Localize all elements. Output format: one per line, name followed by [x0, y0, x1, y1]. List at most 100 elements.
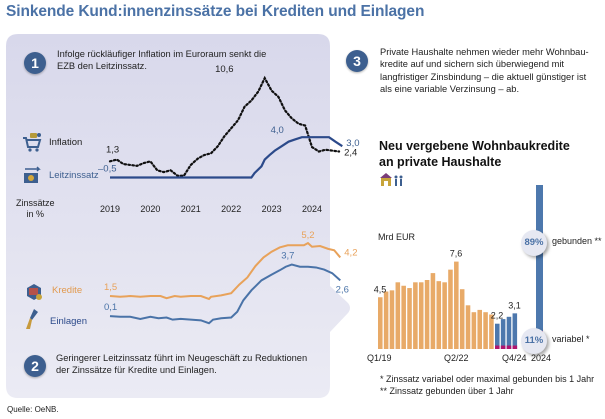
bar-Q3/19 [389, 290, 395, 349]
step-2-text: Geringerer Leitzinssatz führt im Neugesc… [56, 352, 307, 377]
bar-Q3/24 [506, 316, 512, 349]
label-kredite-end: 4,2 [344, 247, 357, 258]
label-kredite-peak: 5,2 [301, 230, 314, 241]
bar-Q4/23 [489, 314, 494, 349]
x-tick-2022: 2022 [221, 204, 241, 214]
bar-Q1/22 [448, 269, 453, 349]
leitzins-line [110, 136, 343, 179]
bar-variabel-Q2/24 [500, 345, 506, 349]
house-family-icon [380, 173, 403, 186]
label-inflation-start: 1,3 [106, 144, 119, 155]
bar-variabel-Q1/24 [495, 345, 500, 349]
step-2-line-2: der Zinssätze für Kredite und Einlagen. [56, 365, 217, 376]
step-3-badge: 3 [346, 50, 368, 72]
data-label-Q4/24: 3,1 [508, 300, 521, 310]
label-leitzins-start: –0,5 [98, 163, 117, 174]
label-einlagen-peak: 3,7 [281, 251, 294, 262]
percent-badge-gebunden: 89% [521, 230, 547, 256]
bar-Q2/21 [430, 273, 436, 349]
label-inflation-end: 2,4 [344, 148, 357, 159]
bar-Q2/19 [383, 291, 389, 349]
bar-Q4/20 [418, 282, 424, 349]
x-tick-q1-19: Q1/19 [367, 353, 392, 363]
x-tick-q4-24: Q4/24 [502, 353, 527, 363]
label-kredite-start: 1,5 [104, 282, 117, 293]
legend-leitzinssatz: Leitzinssatz [49, 170, 99, 181]
bar-chart-title-line-1: Neu vergebene Wohnbaukredite [379, 139, 570, 153]
step-3-line-2: kredite auf und sichern sich überwiegend… [380, 59, 564, 70]
data-label-Q1/19: 4,5 [374, 284, 387, 294]
deposit-hand-icon [26, 309, 38, 329]
y-axis-label-line-2: in % [26, 209, 45, 219]
bar-Q4/19 [395, 282, 401, 349]
bar-Q2/23 [477, 309, 482, 349]
label-variabel: variabel * [552, 334, 590, 344]
x-tick-2024: 2024 [531, 353, 552, 363]
bar-Q4/22 [465, 305, 471, 349]
step-3-line-4: als eine variable Verzinsung – ab. [380, 84, 520, 95]
bar-variabel-Q4/24 [512, 345, 518, 349]
percent-badge-variabel: 11% [521, 328, 547, 354]
bar-Q3/23 [483, 312, 488, 349]
legend-einlagen: Einlagen [50, 316, 87, 327]
bar-Q2/24 [500, 319, 506, 349]
data-label-Q1/24: 2,2 [491, 311, 504, 321]
label-gebunden: gebunden ** [552, 236, 602, 246]
einlagen-line [109, 263, 341, 325]
y-axis-label-line-1: Zinssätze [16, 198, 55, 208]
x-tick-2023: 2023 [262, 204, 282, 214]
data-label-Q2/22: 7,6 [450, 249, 463, 259]
x-tick-2021: 2021 [181, 204, 201, 214]
y-axis-label: Zinssätze in % [16, 198, 55, 220]
step-1-line-1: Infolge rückläufiger Inflation im Eurora… [57, 49, 267, 59]
x-tick-2020: 2020 [140, 204, 160, 214]
footnote-variabel: * Zinssatz variabel oder maximal gebunde… [380, 374, 595, 384]
label-inflation-peak: 10,6 [215, 64, 234, 75]
page-title: Sinkende Kund:innenzinssätze bei Kredite… [6, 3, 425, 20]
bar-Q2/22 [454, 261, 459, 349]
step-1-line-2: EZB den Leitzinssatz. [57, 61, 147, 72]
bar-Q3/20 [413, 282, 418, 349]
shopping-cart-icon [23, 133, 42, 152]
bar-Q1/24 [495, 323, 500, 349]
kredite-line [109, 241, 342, 301]
step-2-badge: 2 [24, 355, 46, 377]
step-3-line-1: Private Haushalte nehmen wieder mehr Woh… [380, 47, 589, 57]
x-tick-2024: 2024 [302, 204, 322, 214]
bar-Q1/23 [471, 312, 477, 349]
left-panel [6, 34, 350, 398]
bar-chart-title: Neu vergebene Wohnbaukredite an private … [379, 138, 570, 170]
legend-inflation: Inflation [49, 137, 83, 148]
bar-Q1/20 [401, 285, 406, 349]
inflation-line [108, 75, 341, 177]
source-note: Quelle: OeNB. [7, 405, 59, 414]
bar-Q1/21 [424, 280, 430, 349]
label-einlagen-end: 2,6 [336, 284, 349, 295]
step-2-line-1: Geringerer Leitzinssatz führt im Neugesc… [56, 353, 308, 363]
share-bar-gebunden [536, 185, 543, 331]
bar-chart-title-line-2: an private Haushalte [379, 155, 502, 169]
x-tick-q2-22: Q2/22 [444, 353, 469, 363]
bar-Q4/21 [442, 282, 447, 349]
step-1-badge: 1 [24, 52, 46, 74]
label-leitzins-peak: 4,0 [271, 125, 284, 136]
step-1-text: Infolge rückläufiger Inflation im Eurora… [57, 48, 266, 73]
label-leitzins-end: 3,0 [346, 138, 359, 149]
step-3-line-3: langfristiger Zinsbindung – die aktuell … [380, 71, 587, 82]
bar-Q3/22 [459, 289, 465, 349]
step-3-text: Private Haushalte nehmen wieder mehr Woh… [380, 46, 589, 96]
bar-y-unit: Mrd EUR [378, 232, 416, 242]
x-tick-2019: 2019 [100, 204, 120, 214]
bar-Q1/19 [378, 297, 383, 349]
bar-Q4/24 [512, 313, 518, 349]
label-einlagen-start: 0,1 [104, 302, 117, 313]
bank-safe-icon [24, 166, 41, 183]
bar-Q3/21 [436, 281, 442, 349]
bar-variabel-Q3/24 [506, 345, 512, 349]
money-bag-icon [27, 284, 42, 300]
legend-kredite: Kredite [52, 285, 83, 296]
bar-Q2/20 [407, 288, 412, 349]
